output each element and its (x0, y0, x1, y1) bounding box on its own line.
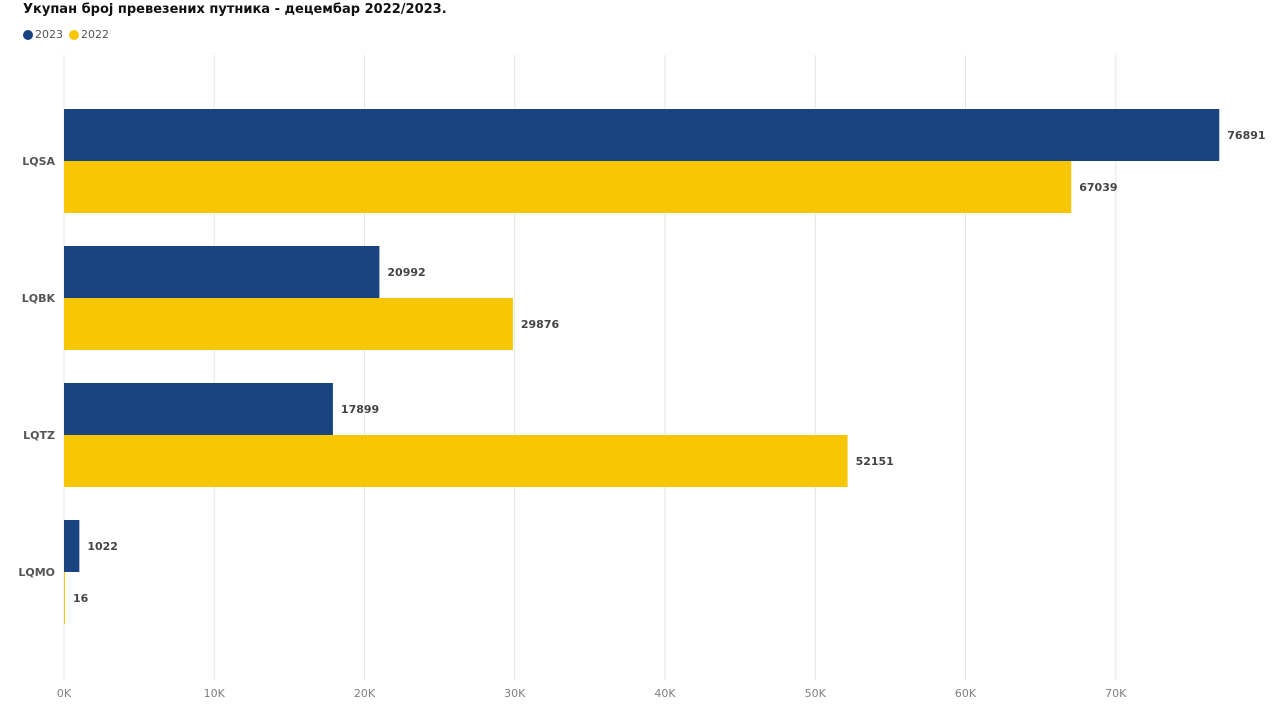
x-tick-label: 60K (955, 687, 977, 700)
data-label: 76891 (1227, 129, 1265, 142)
bar-2023-LQMO (64, 520, 80, 572)
x-tick-label: 40K (654, 687, 676, 700)
x-tick-label: 70K (1105, 687, 1127, 700)
y-category-label: LQSA (22, 155, 55, 168)
chart-legend: 2023 2022 (23, 28, 115, 41)
x-tick-label: 0K (57, 687, 72, 700)
y-category-label: LQTZ (23, 429, 55, 442)
bar-2022-LQMO (64, 572, 65, 624)
data-label: 17899 (341, 403, 379, 416)
legend-marker-2022 (69, 29, 79, 40)
bar-2022-LQSA (64, 161, 1072, 213)
x-tick-label: 30K (504, 687, 526, 700)
x-tick-label: 50K (805, 687, 827, 700)
y-category-label: LQMO (18, 566, 55, 579)
data-label: 20992 (387, 266, 425, 279)
legend-label-2022: 2022 (81, 28, 109, 41)
legend-item-2023[interactable]: 2023 (23, 28, 63, 41)
chart-title: Укупан број превезених путника - децемба… (23, 2, 447, 17)
data-label: 29876 (521, 318, 560, 331)
x-tick-label: 20K (354, 687, 376, 700)
y-category-label: LQBK (22, 292, 56, 305)
legend-item-2022[interactable]: 2022 (69, 28, 109, 41)
data-label: 16 (73, 592, 89, 605)
x-tick-label: 10K (204, 687, 226, 700)
legend-marker-2023 (23, 29, 33, 40)
data-label: 67039 (1079, 181, 1117, 194)
bar-2023-LQSA (64, 109, 1220, 161)
bar-2023-LQBK (64, 246, 380, 298)
bar-2023-LQTZ (64, 383, 333, 435)
data-label: 52151 (856, 455, 894, 468)
bar-2022-LQBK (64, 298, 513, 350)
bar-2022-LQTZ (64, 435, 848, 487)
legend-label-2023: 2023 (35, 28, 63, 41)
data-label: 1022 (87, 540, 118, 553)
